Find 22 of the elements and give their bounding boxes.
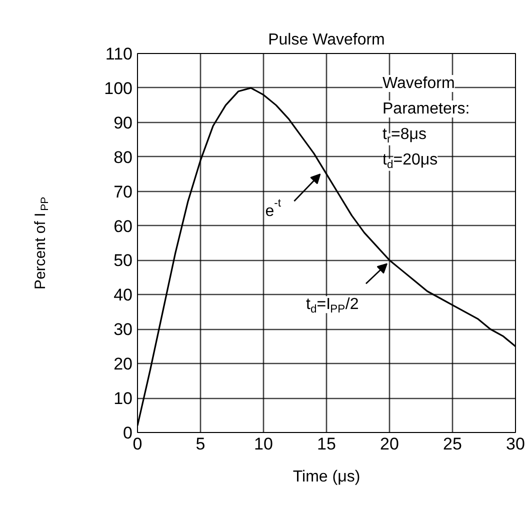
y-tick-label: 60 bbox=[114, 216, 133, 236]
x-axis-title: Time (μs) bbox=[292, 468, 360, 486]
annotation: Parameters: bbox=[382, 100, 470, 118]
x-tick-label: 20 bbox=[380, 434, 399, 454]
y-tick-label: 80 bbox=[114, 148, 133, 167]
chart-title: Pulse Waveform bbox=[268, 32, 385, 48]
x-tick-label: 15 bbox=[317, 434, 336, 454]
x-tick-label: 30 bbox=[506, 434, 525, 454]
y-tick-label: 10 bbox=[114, 389, 133, 408]
y-tick-label: 50 bbox=[114, 251, 133, 270]
y-tick-label: 110 bbox=[105, 44, 133, 64]
y-tick-label: 100 bbox=[104, 78, 133, 98]
y-tick-label: 70 bbox=[114, 182, 133, 202]
y-tick-label: 20 bbox=[114, 354, 133, 374]
y-tick-label: 90 bbox=[114, 113, 133, 132]
x-tick-label: 10 bbox=[254, 434, 273, 454]
y-tick-label: 40 bbox=[114, 286, 133, 305]
y-axis-title: Percent of IPP bbox=[32, 196, 51, 290]
annotation: Waveform bbox=[382, 75, 455, 92]
y-tick-label: 30 bbox=[114, 320, 133, 340]
x-tick-label: 25 bbox=[443, 434, 462, 454]
x-tick-label: 5 bbox=[196, 434, 206, 454]
